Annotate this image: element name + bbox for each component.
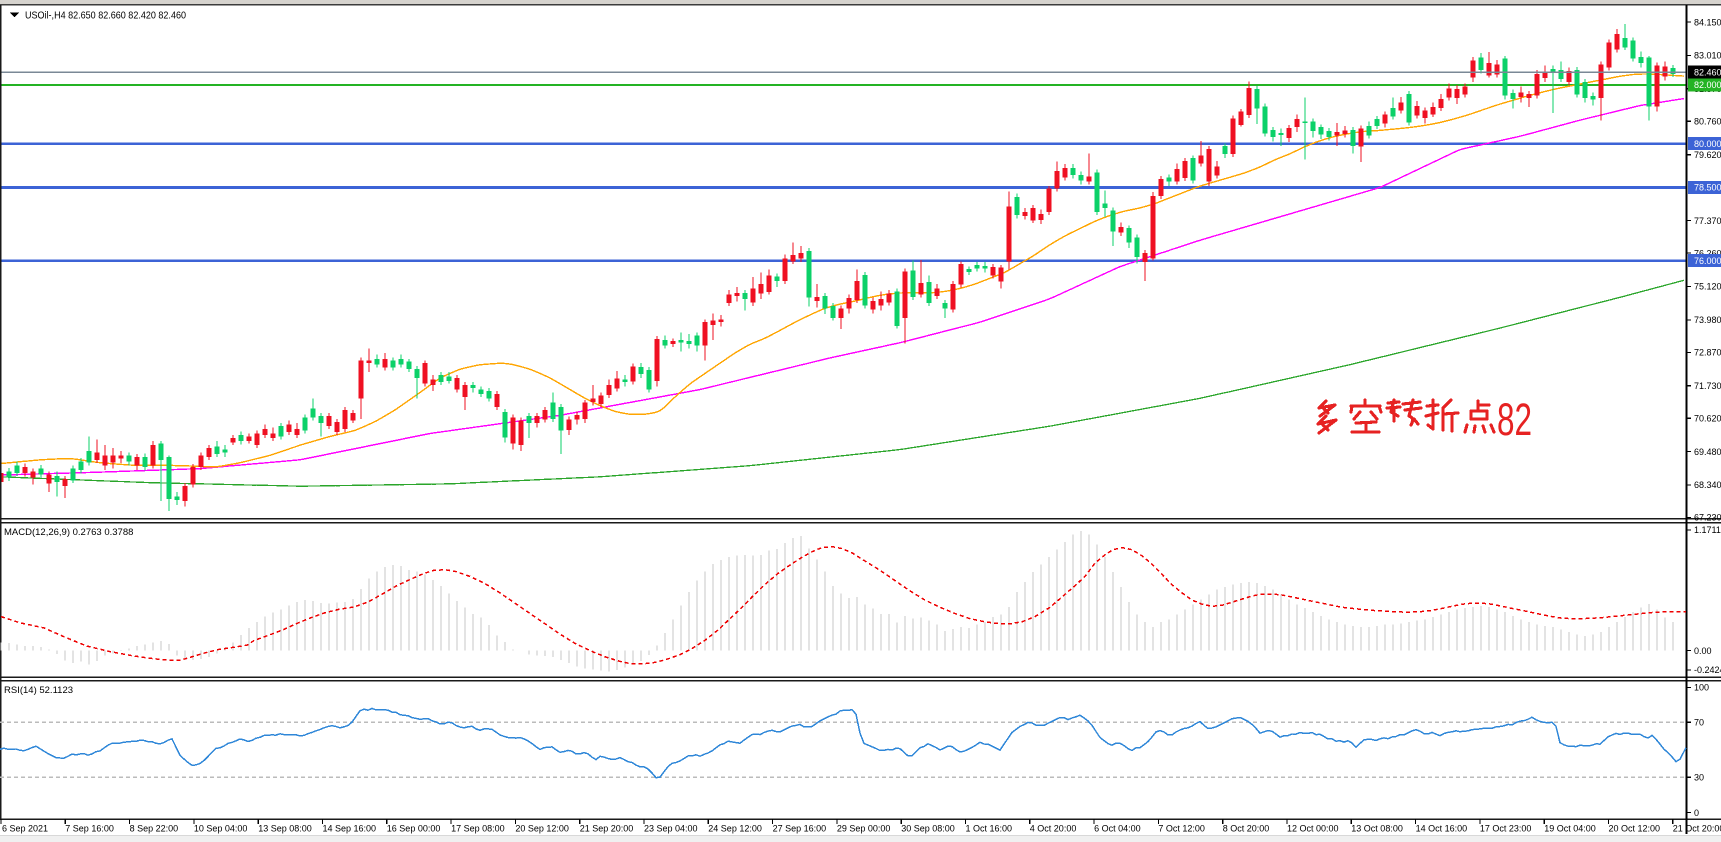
- svg-text:24 Sep 12:00: 24 Sep 12:00: [708, 824, 762, 834]
- svg-text:72.870: 72.870: [1694, 348, 1721, 358]
- svg-text:13 Sep 08:00: 13 Sep 08:00: [258, 824, 312, 834]
- svg-text:21 Oct 20:00: 21 Oct 20:00: [1673, 824, 1721, 834]
- svg-text:80.000: 80.000: [1694, 139, 1721, 149]
- svg-text:30 Sep 08:00: 30 Sep 08:00: [901, 824, 955, 834]
- svg-text:8 Oct 20:00: 8 Oct 20:00: [1223, 824, 1270, 834]
- svg-text:0.00: 0.00: [1694, 646, 1712, 656]
- svg-text:100: 100: [1694, 683, 1709, 693]
- svg-text:71.730: 71.730: [1694, 381, 1721, 391]
- svg-text:21 Sep 20:00: 21 Sep 20:00: [580, 824, 634, 834]
- svg-text:69.480: 69.480: [1694, 447, 1721, 457]
- svg-text:30: 30: [1694, 773, 1704, 783]
- svg-text:16 Sep 00:00: 16 Sep 00:00: [387, 824, 441, 834]
- svg-text:MACD(12,26,9) 0.2763 0.3788: MACD(12,26,9) 0.2763 0.3788: [4, 527, 133, 538]
- svg-text:0: 0: [1694, 808, 1699, 818]
- svg-text:6 Oct 04:00: 6 Oct 04:00: [1094, 824, 1141, 834]
- svg-text:76.260: 76.260: [1694, 248, 1721, 258]
- svg-text:17 Sep 08:00: 17 Sep 08:00: [451, 824, 505, 834]
- svg-text:19 Oct 04:00: 19 Oct 04:00: [1544, 824, 1596, 834]
- svg-text:-0.2424: -0.2424: [1694, 665, 1721, 675]
- svg-text:27 Sep 16:00: 27 Sep 16:00: [773, 824, 827, 834]
- svg-text:13 Oct 08:00: 13 Oct 08:00: [1351, 824, 1403, 834]
- svg-text:70: 70: [1694, 718, 1704, 728]
- svg-text:79.620: 79.620: [1694, 150, 1721, 160]
- svg-text:82.460: 82.460: [1694, 67, 1721, 77]
- svg-text:20 Sep 12:00: 20 Sep 12:00: [515, 824, 569, 834]
- svg-text:73.980: 73.980: [1694, 315, 1721, 325]
- svg-text:80.760: 80.760: [1694, 117, 1721, 127]
- svg-text:USOil-,H4 82.650 82.660 82.42: USOil-,H4 82.650 82.660 82.420 82.460: [25, 10, 186, 22]
- svg-text:83.010: 83.010: [1694, 51, 1721, 61]
- svg-text:84.150: 84.150: [1694, 17, 1721, 27]
- svg-text:1.1711: 1.1711: [1694, 525, 1721, 535]
- svg-text:8 Sep 22:00: 8 Sep 22:00: [130, 824, 179, 834]
- svg-text:23 Sep 04:00: 23 Sep 04:00: [644, 824, 698, 834]
- svg-text:7 Sep 16:00: 7 Sep 16:00: [65, 824, 114, 834]
- svg-text:RSI(14) 52.1123: RSI(14) 52.1123: [4, 685, 73, 696]
- svg-text:6 Sep 2021: 6 Sep 2021: [2, 824, 48, 834]
- svg-text:10 Sep 04:00: 10 Sep 04:00: [194, 824, 248, 834]
- svg-text:29 Sep 00:00: 29 Sep 00:00: [837, 824, 891, 834]
- svg-text:68.340: 68.340: [1694, 480, 1721, 490]
- svg-text:1 Oct 16:00: 1 Oct 16:00: [966, 824, 1013, 834]
- svg-text:20 Oct 12:00: 20 Oct 12:00: [1609, 824, 1661, 834]
- svg-text:75.120: 75.120: [1694, 282, 1721, 292]
- svg-text:78.500: 78.500: [1694, 183, 1721, 193]
- svg-text:82.000: 82.000: [1694, 80, 1721, 90]
- svg-text:12 Oct 00:00: 12 Oct 00:00: [1287, 824, 1339, 834]
- svg-text:77.370: 77.370: [1694, 216, 1721, 226]
- svg-text:14 Sep 16:00: 14 Sep 16:00: [323, 824, 377, 834]
- svg-text:70.620: 70.620: [1694, 413, 1721, 423]
- svg-text:76.000: 76.000: [1694, 256, 1721, 266]
- svg-text:7 Oct 12:00: 7 Oct 12:00: [1158, 824, 1205, 834]
- svg-text:17 Oct 23:00: 17 Oct 23:00: [1480, 824, 1532, 834]
- svg-text:82: 82: [1497, 394, 1532, 445]
- svg-text:67.230: 67.230: [1694, 513, 1721, 523]
- svg-text:14 Oct 16:00: 14 Oct 16:00: [1416, 824, 1468, 834]
- svg-text:4 Oct 20:00: 4 Oct 20:00: [1030, 824, 1077, 834]
